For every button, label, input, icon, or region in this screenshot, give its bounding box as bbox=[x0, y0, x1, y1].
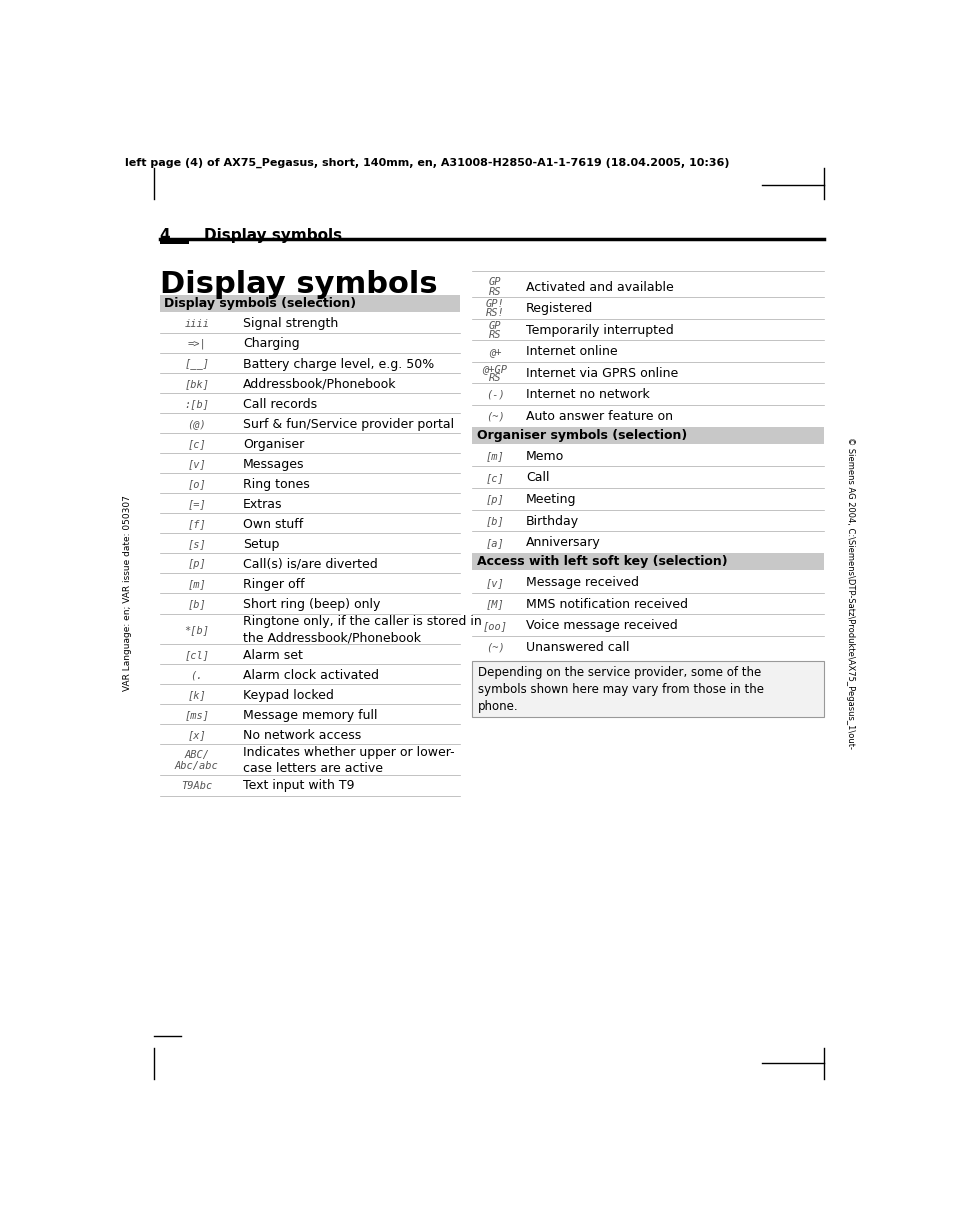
Text: Organiser symbols (selection): Organiser symbols (selection) bbox=[476, 428, 686, 442]
Text: Registered: Registered bbox=[525, 302, 593, 315]
Text: Display symbols: Display symbols bbox=[204, 229, 342, 244]
Text: Internet no network: Internet no network bbox=[525, 388, 649, 401]
Text: [v]: [v] bbox=[485, 578, 504, 588]
Text: Internet online: Internet online bbox=[525, 345, 618, 359]
Text: [p]: [p] bbox=[485, 494, 504, 504]
Text: Display symbols: Display symbols bbox=[159, 271, 436, 299]
Text: [a]: [a] bbox=[485, 537, 504, 547]
Text: Setup: Setup bbox=[243, 537, 279, 551]
Text: [b]: [b] bbox=[187, 600, 206, 610]
Bar bbox=[472, 427, 822, 444]
Text: Message received: Message received bbox=[525, 577, 639, 589]
Text: @+: @+ bbox=[488, 346, 501, 356]
Bar bbox=[159, 295, 459, 312]
Text: left page (4) of AX75_Pegasus, short, 140mm, en, A31008-H2850-A1-1-7619 (18.04.2: left page (4) of AX75_Pegasus, short, 14… bbox=[125, 158, 729, 168]
Text: Memo: Memo bbox=[525, 450, 564, 463]
Text: (~): (~) bbox=[485, 643, 504, 652]
Text: (-): (-) bbox=[485, 389, 504, 400]
Text: Alarm set: Alarm set bbox=[243, 649, 303, 662]
Text: Voice message received: Voice message received bbox=[525, 619, 678, 633]
Text: Auto answer feature on: Auto answer feature on bbox=[525, 410, 673, 422]
Text: Ringer off: Ringer off bbox=[243, 578, 305, 591]
Text: Anniversary: Anniversary bbox=[525, 536, 600, 550]
Text: [f]: [f] bbox=[187, 519, 206, 529]
Text: [M]: [M] bbox=[485, 600, 504, 610]
Text: [p]: [p] bbox=[187, 559, 206, 569]
Text: [cl]: [cl] bbox=[184, 650, 209, 660]
Text: Addressbook/Phonebook: Addressbook/Phonebook bbox=[243, 377, 396, 390]
Text: [c]: [c] bbox=[485, 472, 504, 483]
Text: Internet via GPRS online: Internet via GPRS online bbox=[525, 367, 678, 379]
Text: [ms]: [ms] bbox=[184, 710, 209, 720]
Text: (@): (@) bbox=[187, 419, 206, 430]
Text: 4: 4 bbox=[159, 229, 170, 244]
Text: *[b]: *[b] bbox=[184, 624, 209, 635]
Text: Call records: Call records bbox=[243, 398, 317, 410]
Text: Temporarily interrupted: Temporarily interrupted bbox=[525, 323, 673, 337]
Text: No network access: No network access bbox=[243, 728, 361, 742]
Text: Call(s) is/are diverted: Call(s) is/are diverted bbox=[243, 558, 377, 570]
Text: [o]: [o] bbox=[187, 479, 206, 490]
Text: Keypad locked: Keypad locked bbox=[243, 689, 334, 701]
Text: Meeting: Meeting bbox=[525, 493, 576, 506]
Text: [__]: [__] bbox=[184, 359, 209, 370]
Text: Unanswered call: Unanswered call bbox=[525, 641, 629, 654]
Text: GP!
RS!: GP! RS! bbox=[485, 299, 504, 318]
Text: © Siemens AG 2004, C:\Siemens\DTP-Satz\Produkte\AX75_Pegasus_1\out-: © Siemens AG 2004, C:\Siemens\DTP-Satz\P… bbox=[845, 437, 855, 749]
Text: (.: (. bbox=[191, 670, 203, 681]
Text: @+GP
RS: @+GP RS bbox=[482, 364, 507, 383]
Text: [bk]: [bk] bbox=[184, 379, 209, 389]
Text: Organiser: Organiser bbox=[243, 438, 304, 450]
Text: [oo]: [oo] bbox=[482, 621, 507, 630]
Text: Signal strength: Signal strength bbox=[243, 317, 338, 330]
Text: [s]: [s] bbox=[187, 540, 206, 550]
Text: [m]: [m] bbox=[485, 452, 504, 461]
Text: ABC/
Abc/abc: ABC/ Abc/abc bbox=[174, 750, 218, 771]
Text: Own stuff: Own stuff bbox=[243, 518, 303, 531]
Text: Short ring (beep) only: Short ring (beep) only bbox=[243, 597, 380, 611]
Text: GP
RS: GP RS bbox=[488, 321, 501, 340]
Text: Messages: Messages bbox=[243, 458, 304, 470]
Text: [k]: [k] bbox=[187, 690, 206, 700]
Text: Charging: Charging bbox=[243, 338, 299, 350]
Text: Activated and available: Activated and available bbox=[525, 280, 673, 294]
Text: Depending on the service provider, some of the
symbols shown here may vary from : Depending on the service provider, some … bbox=[477, 666, 763, 712]
Text: Message memory full: Message memory full bbox=[243, 709, 377, 722]
Text: =>|: =>| bbox=[187, 339, 206, 349]
Text: Ring tones: Ring tones bbox=[243, 477, 310, 491]
Text: [=]: [=] bbox=[187, 499, 206, 509]
Text: Surf & fun/Service provider portal: Surf & fun/Service provider portal bbox=[243, 417, 454, 431]
Text: Display symbols (selection): Display symbols (selection) bbox=[164, 297, 356, 310]
Text: Access with left soft key (selection): Access with left soft key (selection) bbox=[476, 554, 726, 568]
Text: Alarm clock activated: Alarm clock activated bbox=[243, 668, 379, 682]
Text: Birthday: Birthday bbox=[525, 514, 578, 528]
Text: [v]: [v] bbox=[187, 459, 206, 469]
Text: Text input with T9: Text input with T9 bbox=[243, 780, 355, 792]
Text: VAR Language: en; VAR issue date: 050307: VAR Language: en; VAR issue date: 050307 bbox=[123, 496, 132, 692]
Text: [c]: [c] bbox=[187, 439, 206, 449]
Text: GP
RS: GP RS bbox=[488, 278, 501, 296]
Bar bbox=[159, 240, 189, 244]
Text: Call: Call bbox=[525, 471, 549, 485]
Text: (~): (~) bbox=[485, 411, 504, 421]
Text: :[b]: :[b] bbox=[184, 399, 209, 409]
Text: T9Abc: T9Abc bbox=[181, 781, 213, 791]
Text: [x]: [x] bbox=[187, 731, 206, 741]
Bar bbox=[472, 661, 822, 717]
Text: MMS notification received: MMS notification received bbox=[525, 597, 687, 611]
Text: [b]: [b] bbox=[485, 517, 504, 526]
Text: Ringtone only, if the caller is stored in
the Addressbook/Phonebook: Ringtone only, if the caller is stored i… bbox=[243, 616, 481, 644]
Text: Extras: Extras bbox=[243, 498, 282, 510]
Text: Battery charge level, e.g. 50%: Battery charge level, e.g. 50% bbox=[243, 357, 434, 371]
Text: [m]: [m] bbox=[187, 579, 206, 589]
Text: iiii: iiii bbox=[184, 319, 209, 329]
Bar bbox=[472, 553, 822, 570]
Text: Indicates whether upper or lower-
case letters are active: Indicates whether upper or lower- case l… bbox=[243, 747, 455, 775]
